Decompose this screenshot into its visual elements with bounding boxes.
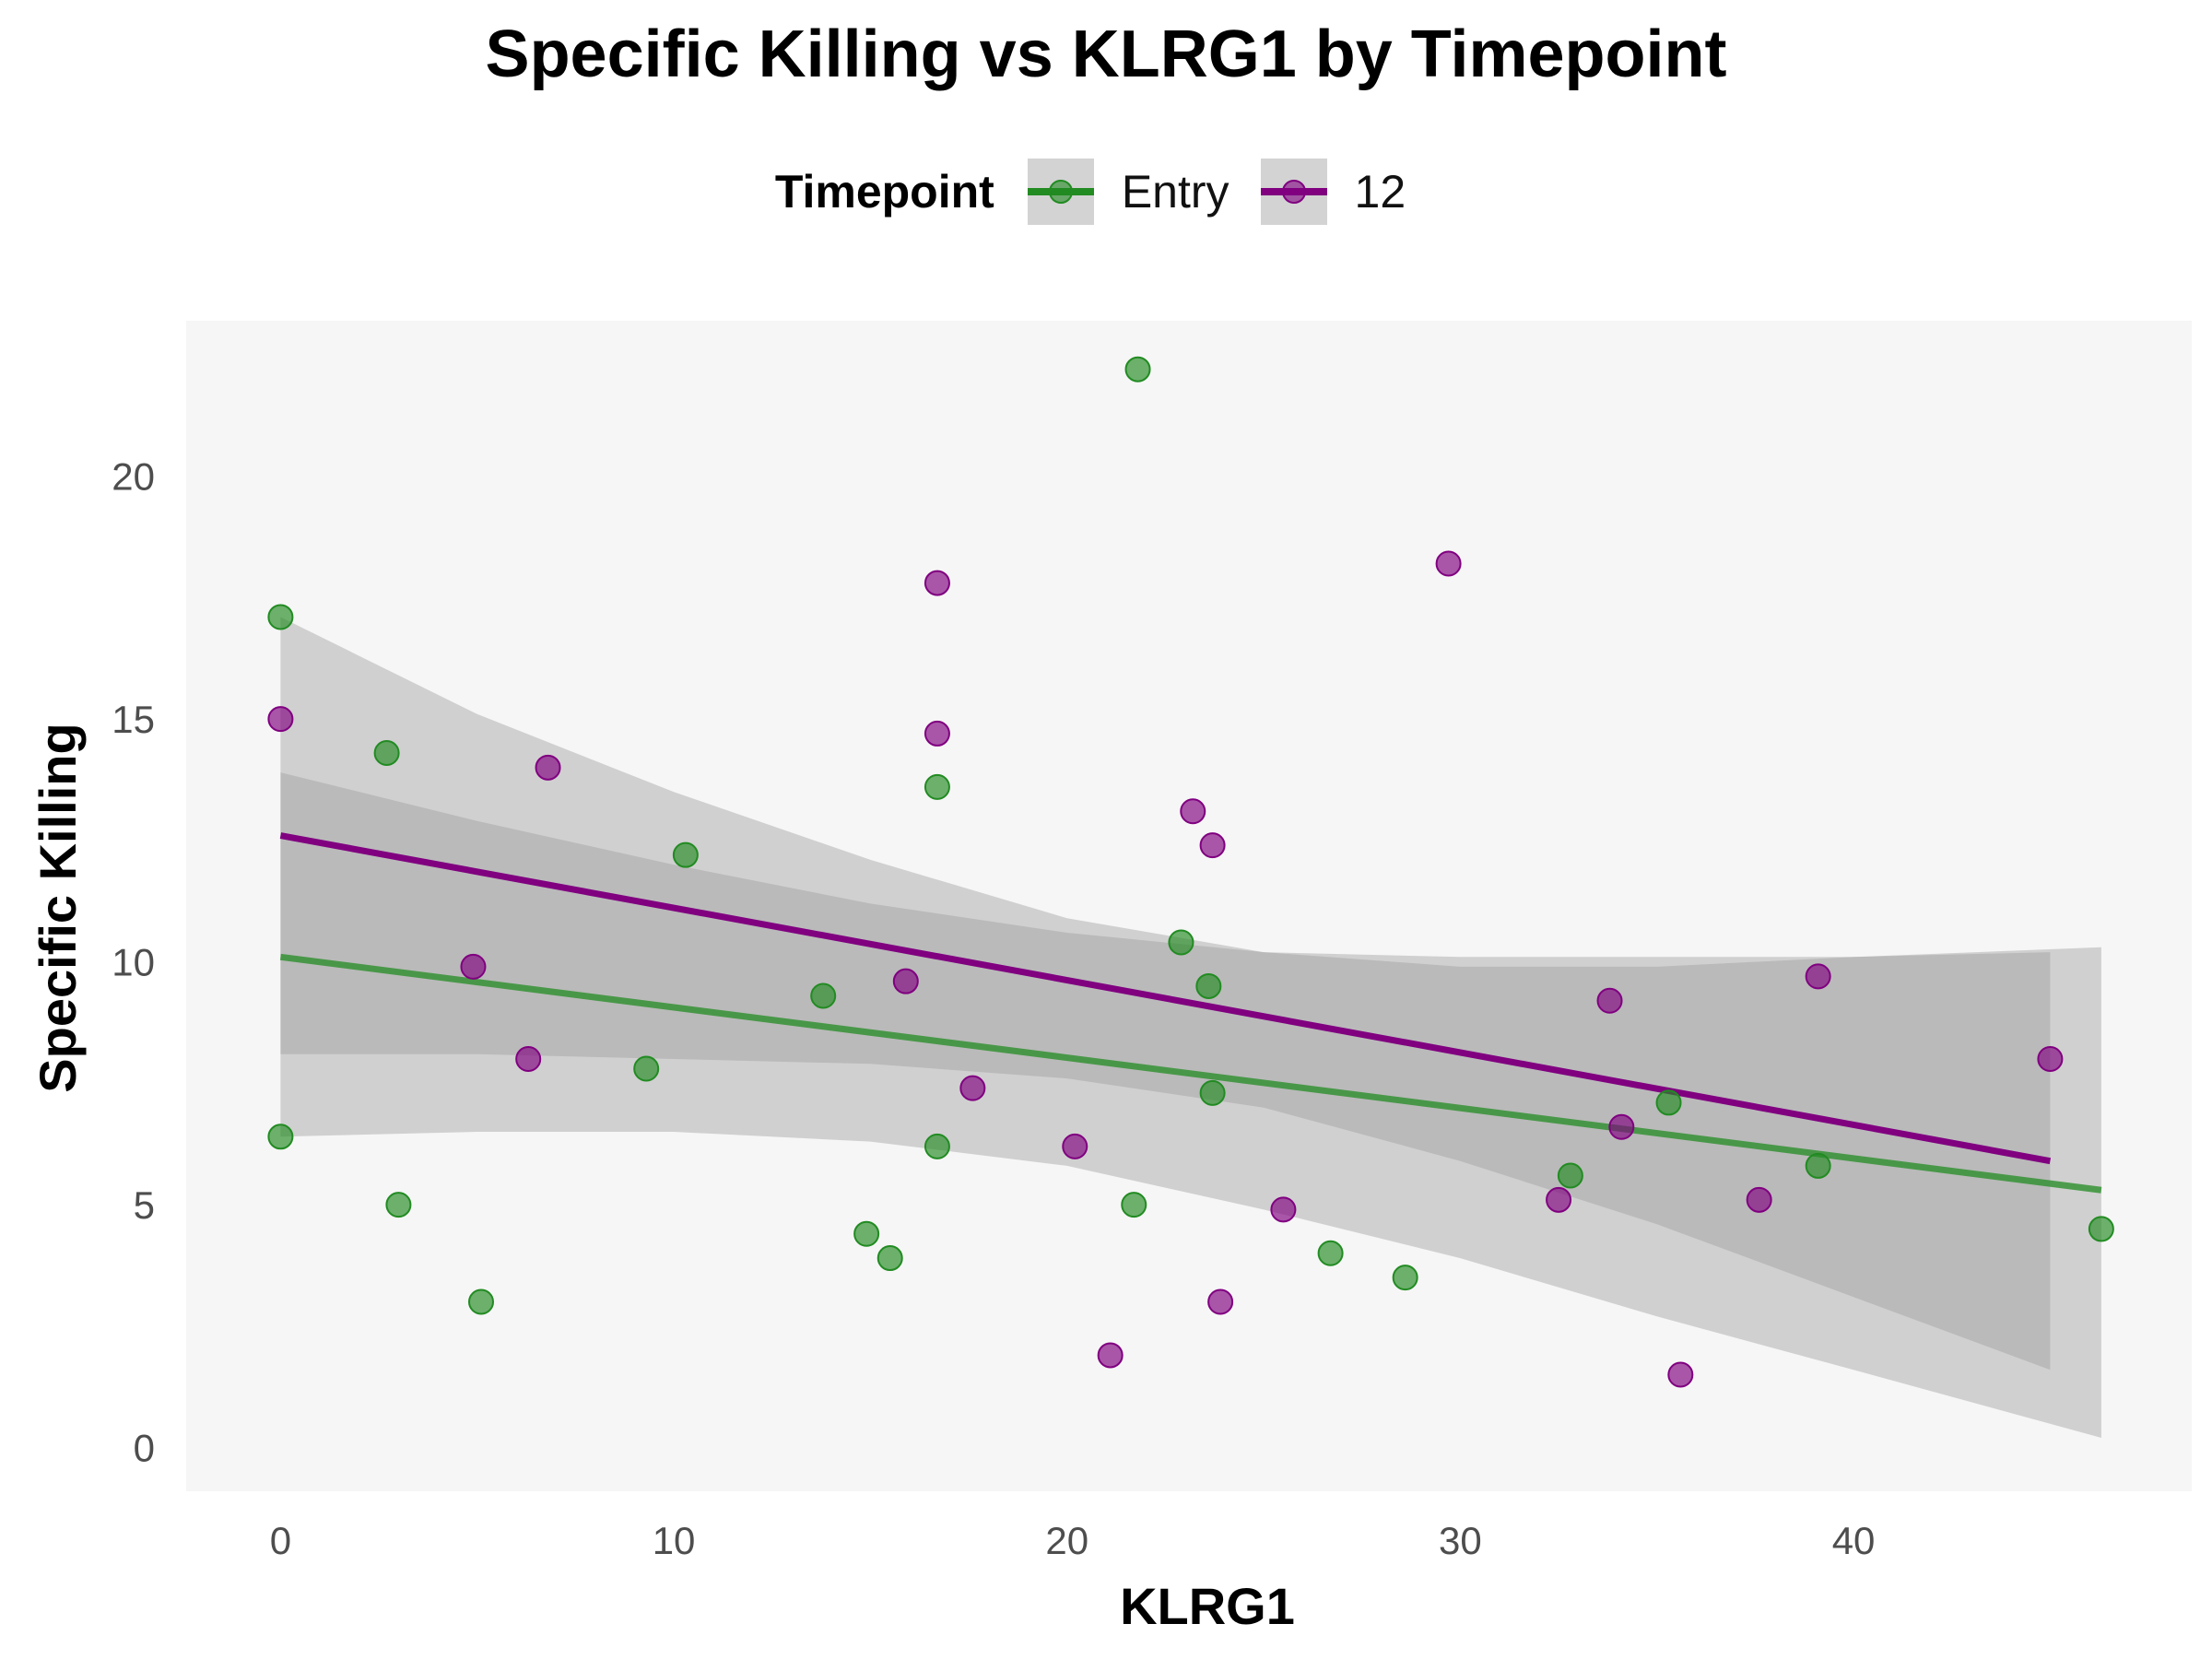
fit-line-12 [279, 832, 2052, 1165]
data-point-12 [1435, 550, 1462, 577]
data-point-12 [460, 953, 487, 980]
fit-line-entry [279, 953, 2102, 1194]
y-tick-label: 10 [112, 941, 155, 984]
data-point-entry [1557, 1162, 1583, 1189]
data-point-entry [1195, 972, 1222, 999]
data-point-entry [1317, 1240, 1344, 1266]
legend-item-entry: Entry [1027, 159, 1230, 225]
data-point-entry [1805, 1152, 1831, 1179]
y-axis-title: Specific Killing [29, 723, 87, 1092]
data-point-entry [385, 1192, 412, 1218]
data-point-entry [1124, 356, 1151, 382]
data-point-entry [924, 773, 950, 800]
data-point-entry [267, 604, 294, 630]
y-axis-ticks: 0 5 10 15 20 [112, 455, 155, 1470]
data-point-entry [633, 1055, 660, 1082]
y-tick-label: 5 [134, 1183, 155, 1227]
data-point-entry [1655, 1089, 1682, 1116]
data-point-entry [373, 740, 400, 767]
legend-key-entry [1027, 159, 1094, 225]
data-point-12 [515, 1045, 542, 1072]
y-tick-label: 0 [134, 1427, 155, 1470]
fit-lines [279, 832, 2102, 1194]
data-point-entry [1392, 1265, 1418, 1291]
data-point-entry [672, 841, 699, 868]
x-tick-label: 40 [1832, 1519, 1876, 1562]
data-point-12 [1667, 1361, 1694, 1388]
plot-panel [186, 321, 2192, 1491]
data-point-entry [2088, 1216, 2114, 1242]
data-point-entry [1199, 1079, 1226, 1106]
data-point-12 [267, 706, 294, 733]
x-axis-title: KLRG1 [1120, 1577, 1295, 1635]
data-point-12 [1746, 1186, 1772, 1213]
data-point-12 [2037, 1045, 2064, 1072]
legend: Timepoint Entry 12 [0, 159, 2212, 225]
data-point-12 [892, 968, 919, 994]
data-point-entry [810, 982, 837, 1009]
data-point-entry [853, 1220, 880, 1247]
legend-key-12 [1260, 159, 1327, 225]
data-point-12 [924, 720, 950, 747]
data-point-12 [1180, 798, 1206, 825]
x-tick-label: 10 [653, 1519, 696, 1562]
data-point-12 [959, 1075, 986, 1101]
legend-title: Timepoint [774, 166, 994, 218]
legend-label-entry: Entry [1121, 166, 1230, 218]
data-point-entry [1121, 1192, 1147, 1218]
chart-title: Specific Killing vs KLRG1 by Timepoint [485, 18, 1727, 91]
data-point-12 [1805, 963, 1831, 990]
x-tick-label: 0 [270, 1519, 291, 1562]
data-point-12 [1596, 987, 1623, 1014]
data-point-12 [1546, 1186, 1572, 1213]
data-point-12 [924, 570, 950, 596]
data-point-12 [1270, 1196, 1297, 1223]
data-point-12 [1097, 1342, 1124, 1369]
y-tick-label: 20 [112, 455, 155, 499]
x-tick-label: 20 [1045, 1519, 1088, 1562]
legend-label-12: 12 [1354, 166, 1406, 218]
ci-band-entry [280, 617, 2101, 1438]
data-point-entry [877, 1245, 903, 1272]
legend-item-12: 12 [1260, 159, 1406, 225]
x-tick-label: 30 [1439, 1519, 1482, 1562]
data-point-entry [1168, 929, 1194, 956]
x-axis-ticks: 0 10 20 30 40 [270, 1519, 1876, 1562]
data-point-12 [535, 754, 561, 781]
data-point-entry [468, 1288, 494, 1315]
data-point-12 [1207, 1288, 1234, 1315]
data-point-entry [267, 1124, 294, 1150]
data-point-12 [1608, 1113, 1635, 1140]
data-point-12 [1199, 832, 1226, 859]
data-point-12 [1062, 1133, 1088, 1159]
scatter-points [267, 356, 2114, 1388]
data-point-entry [924, 1133, 950, 1159]
y-tick-label: 15 [112, 698, 155, 741]
